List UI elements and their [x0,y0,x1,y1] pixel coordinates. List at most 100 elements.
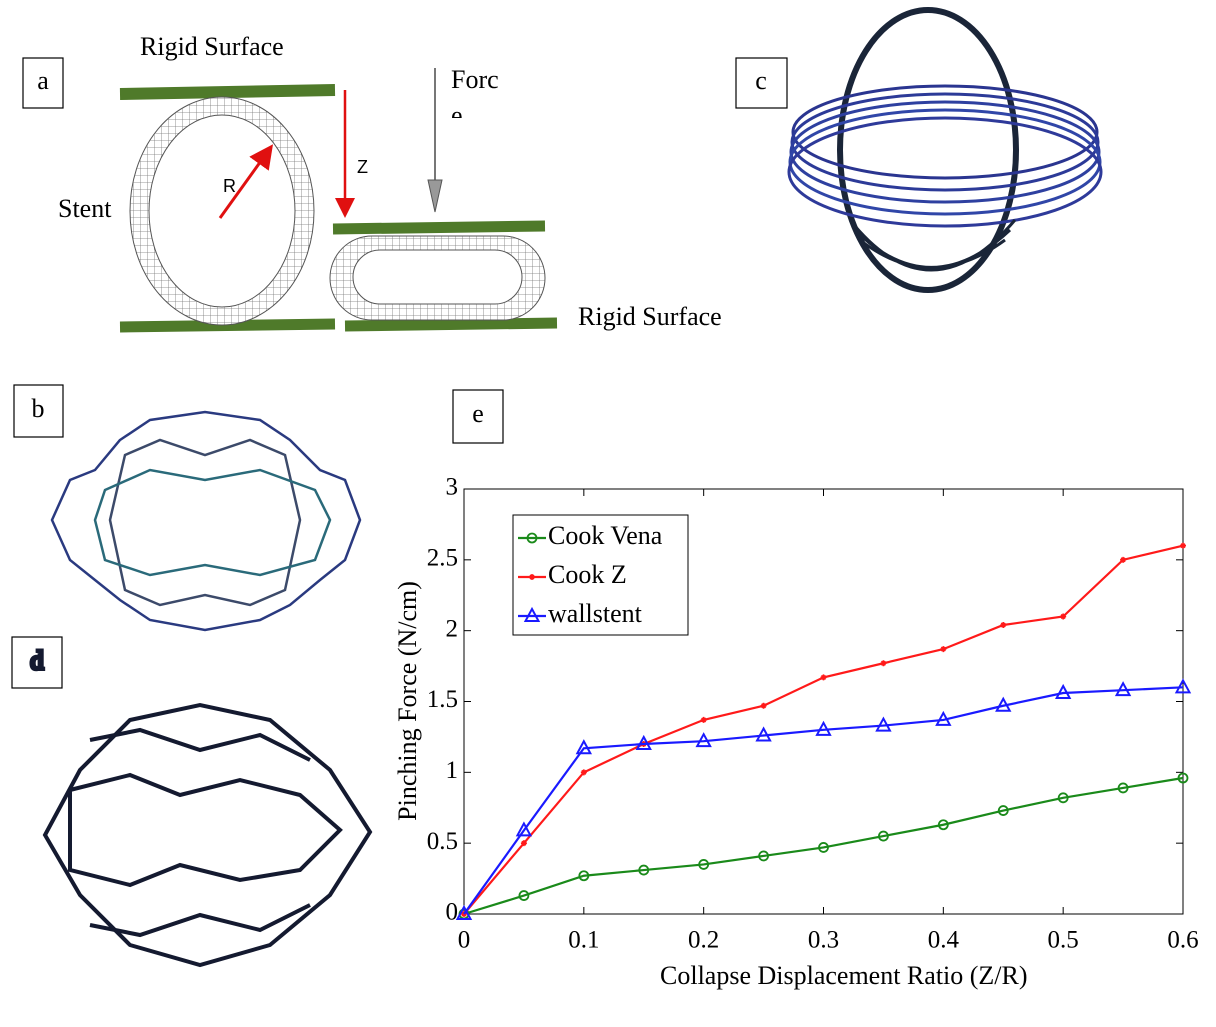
panel-box [13,384,64,438]
marker [1120,556,1127,563]
marker [935,710,952,726]
y-axis-label: Pinching Force (N/cm) [393,581,422,821]
marker [815,720,832,736]
stent-loop [791,84,1099,180]
marker [1177,772,1189,784]
marker [1057,792,1069,804]
marker [758,850,769,862]
stent-loop [787,116,1103,228]
rigid-surface [332,220,546,235]
marker [455,904,473,920]
marker [1117,782,1129,794]
x-axis-label-box: Collapse Displacement Ratio (Z/R) [660,961,1028,990]
stent-loop [788,108,1102,216]
marker [1000,622,1007,628]
marker [820,674,827,681]
panel-box [735,57,788,109]
marker [1180,542,1186,549]
stent-label: Stent [58,194,112,223]
marker [878,830,889,842]
marker [698,859,710,870]
stent-wire [50,410,362,632]
stent-loop [848,219,1017,272]
marker [635,734,652,750]
stent-wire [89,727,311,938]
x-axis-label: Collapse Displacement Ratio (Z/R) [660,961,1028,990]
marker [515,821,533,837]
stent-wire [108,438,302,607]
marker [760,702,767,709]
series-line [463,686,1184,915]
panel-box [452,389,504,444]
rigid-surface [119,84,336,100]
panel-label: c [755,66,767,95]
marker [518,890,530,901]
z-label: Z [357,157,368,177]
y-tick-label: 0 [446,899,459,926]
x-tick-label: 0.2 [688,927,719,954]
x-tick-label: 0.5 [1048,927,1079,954]
panel-box [11,636,63,689]
marker [526,532,538,544]
legend-label: Cook Z [548,560,627,589]
marker [755,726,772,742]
panel-label: a [37,66,49,95]
marker [940,646,947,653]
marker [937,819,949,831]
panel-b: b [13,384,362,632]
stent-loop [790,92,1100,192]
r-label: R [223,176,236,196]
rigid-surface [344,317,558,332]
marker [520,840,527,847]
marker [700,716,707,723]
legend-label: Cook Vena [548,521,663,550]
force-label: Forc [451,65,499,94]
stent-flattened [329,235,546,321]
marker [1114,681,1132,697]
x-tick-label: 0.6 [1167,927,1198,954]
panel-d: d [11,636,373,968]
marker [638,864,650,876]
marker [580,769,587,776]
marker [875,716,892,732]
marker [1174,678,1192,694]
marker [578,870,590,882]
x-tick-label: 0 [458,927,471,954]
stent-loop [837,7,1019,293]
surface-label: Rigid Surface [578,302,722,331]
panel-label: d [31,646,44,675]
force-label: e [451,101,463,130]
panel-label: b [32,394,45,423]
y-tick-label: 2 [446,615,459,642]
panel-e: e Pinching Force (N/cm) Collapse Displac… [393,389,1199,990]
y-tick-label: 1 [446,757,459,784]
marker [695,732,712,748]
stent-ring [129,96,315,326]
marker [575,739,593,755]
stent-wire [68,772,343,888]
panel-label: e [472,399,484,428]
force-arrowhead [427,179,443,213]
rigid-surface [119,318,336,333]
stent-loop [789,100,1101,204]
legend-label: wallstent [548,599,643,628]
marker [529,574,535,580]
marker [995,696,1012,712]
panel-a: Rigid Surface Rigid Surface Stent R Z Fo… [22,32,722,333]
series-line [463,776,1184,916]
marker [818,842,829,853]
stent-wire [93,468,332,577]
y-tick-label: 2.5 [427,545,458,572]
marker [1060,613,1067,620]
marker [1054,683,1072,699]
force-clip: e [451,101,463,130]
marker [997,805,1009,816]
marker [880,660,887,667]
y-tick-label: 0.5 [427,828,458,855]
panel-box [22,57,64,109]
x-tick-label: 0.1 [568,927,599,954]
x-tick-label: 0.3 [808,927,839,954]
x-tick-label: 0.4 [928,927,960,954]
